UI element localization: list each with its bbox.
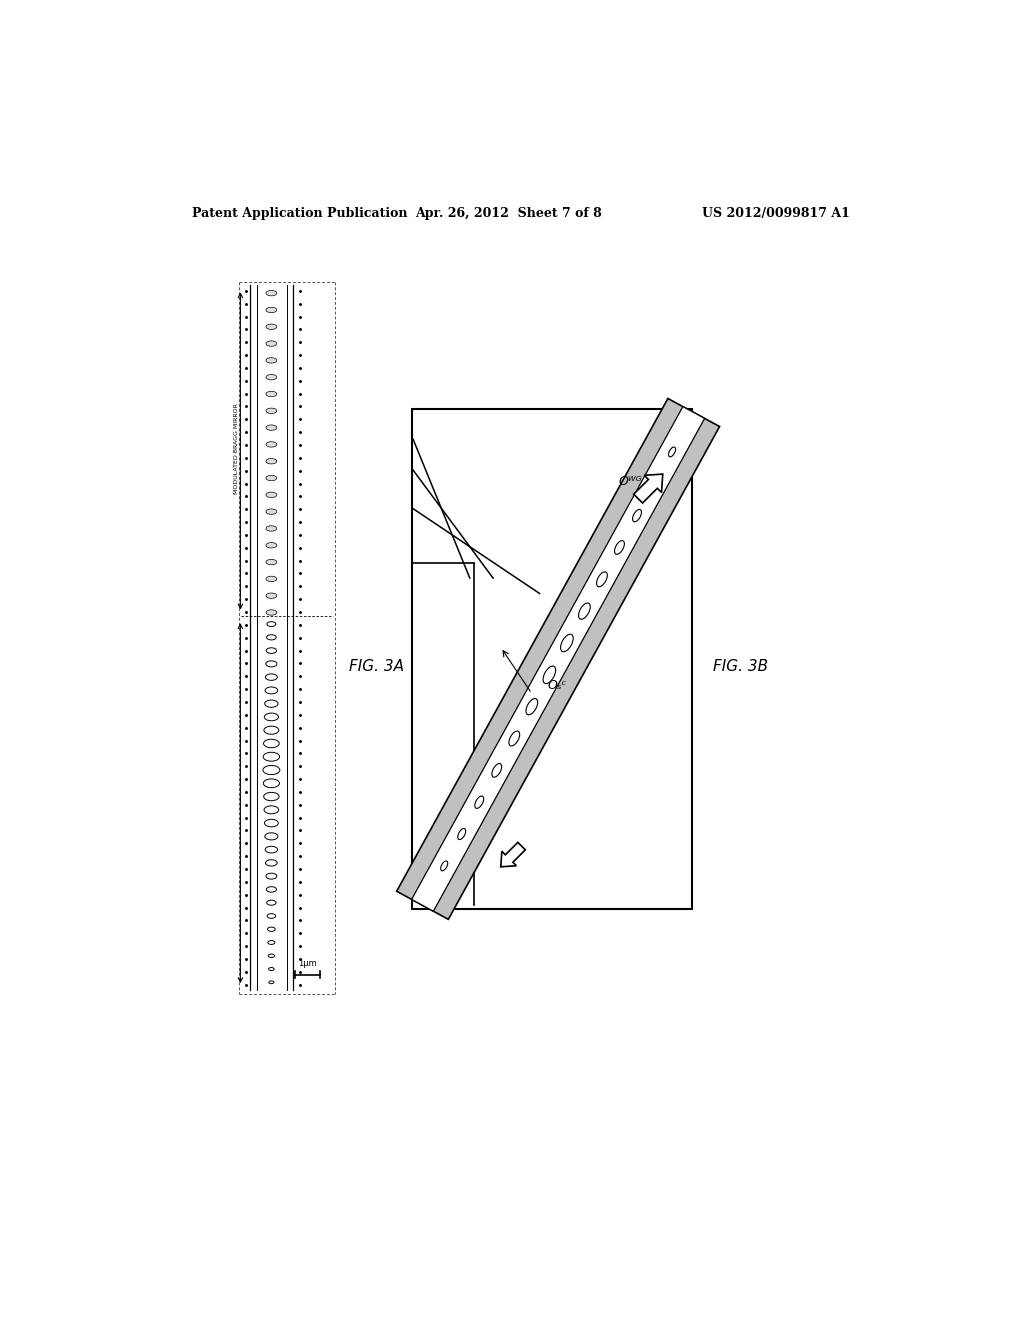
Ellipse shape bbox=[263, 739, 280, 747]
Ellipse shape bbox=[266, 560, 276, 565]
Ellipse shape bbox=[266, 635, 276, 640]
Ellipse shape bbox=[265, 686, 278, 694]
Text: US 2012/0099817 A1: US 2012/0099817 A1 bbox=[701, 207, 849, 220]
Ellipse shape bbox=[265, 833, 278, 840]
Ellipse shape bbox=[266, 610, 276, 615]
Ellipse shape bbox=[267, 927, 275, 932]
Ellipse shape bbox=[266, 308, 276, 313]
Ellipse shape bbox=[526, 698, 538, 715]
Ellipse shape bbox=[266, 900, 276, 906]
Ellipse shape bbox=[266, 425, 276, 430]
Ellipse shape bbox=[614, 541, 625, 554]
Ellipse shape bbox=[269, 981, 274, 983]
Text: Oᵂᴳ: Oᵂᴳ bbox=[618, 475, 642, 488]
Ellipse shape bbox=[268, 968, 274, 970]
Text: 1μm: 1μm bbox=[298, 960, 316, 969]
Ellipse shape bbox=[266, 325, 276, 330]
Ellipse shape bbox=[266, 648, 276, 653]
Ellipse shape bbox=[633, 510, 641, 521]
Ellipse shape bbox=[268, 954, 274, 957]
Polygon shape bbox=[412, 407, 705, 911]
Ellipse shape bbox=[509, 731, 520, 746]
Ellipse shape bbox=[266, 290, 276, 296]
Ellipse shape bbox=[266, 358, 276, 363]
Ellipse shape bbox=[265, 859, 278, 866]
Ellipse shape bbox=[266, 887, 276, 892]
Ellipse shape bbox=[266, 661, 276, 667]
Ellipse shape bbox=[264, 726, 279, 734]
Text: MODULATED BRAGG MIRROR: MODULATED BRAGG MIRROR bbox=[234, 404, 239, 495]
Ellipse shape bbox=[265, 675, 278, 680]
Polygon shape bbox=[396, 399, 720, 919]
Ellipse shape bbox=[264, 805, 279, 813]
Ellipse shape bbox=[268, 941, 274, 944]
Ellipse shape bbox=[265, 846, 278, 853]
Ellipse shape bbox=[263, 766, 280, 775]
Ellipse shape bbox=[492, 763, 502, 777]
Ellipse shape bbox=[597, 572, 607, 587]
Text: FIG. 3B: FIG. 3B bbox=[713, 659, 768, 675]
Ellipse shape bbox=[264, 820, 279, 826]
Text: Oₛᶜ: Oₛᶜ bbox=[547, 680, 566, 693]
Ellipse shape bbox=[458, 829, 466, 840]
Ellipse shape bbox=[263, 752, 280, 762]
Ellipse shape bbox=[266, 442, 276, 447]
Ellipse shape bbox=[266, 874, 276, 879]
Ellipse shape bbox=[266, 543, 276, 548]
Ellipse shape bbox=[266, 391, 276, 397]
Ellipse shape bbox=[266, 510, 276, 515]
Polygon shape bbox=[634, 474, 663, 503]
Ellipse shape bbox=[650, 478, 658, 490]
Text: Patent Application Publication: Patent Application Publication bbox=[191, 207, 408, 220]
Ellipse shape bbox=[266, 492, 276, 498]
Ellipse shape bbox=[266, 408, 276, 413]
Ellipse shape bbox=[266, 525, 276, 531]
Ellipse shape bbox=[579, 603, 590, 619]
Ellipse shape bbox=[267, 622, 275, 627]
Ellipse shape bbox=[264, 792, 280, 801]
Ellipse shape bbox=[266, 458, 276, 463]
Ellipse shape bbox=[264, 700, 279, 708]
Ellipse shape bbox=[560, 634, 573, 652]
Ellipse shape bbox=[266, 475, 276, 480]
Ellipse shape bbox=[267, 913, 275, 919]
Ellipse shape bbox=[266, 341, 276, 346]
Polygon shape bbox=[501, 842, 525, 867]
Ellipse shape bbox=[543, 667, 556, 684]
Ellipse shape bbox=[263, 779, 280, 788]
Ellipse shape bbox=[264, 713, 279, 721]
Ellipse shape bbox=[669, 447, 676, 457]
Bar bbox=[412, 409, 692, 909]
Ellipse shape bbox=[475, 796, 483, 808]
Ellipse shape bbox=[266, 375, 276, 380]
Text: FIG. 3A: FIG. 3A bbox=[349, 659, 403, 675]
Ellipse shape bbox=[266, 593, 276, 598]
Text: Apr. 26, 2012  Sheet 7 of 8: Apr. 26, 2012 Sheet 7 of 8 bbox=[415, 207, 601, 220]
Ellipse shape bbox=[440, 861, 447, 871]
Ellipse shape bbox=[266, 577, 276, 582]
